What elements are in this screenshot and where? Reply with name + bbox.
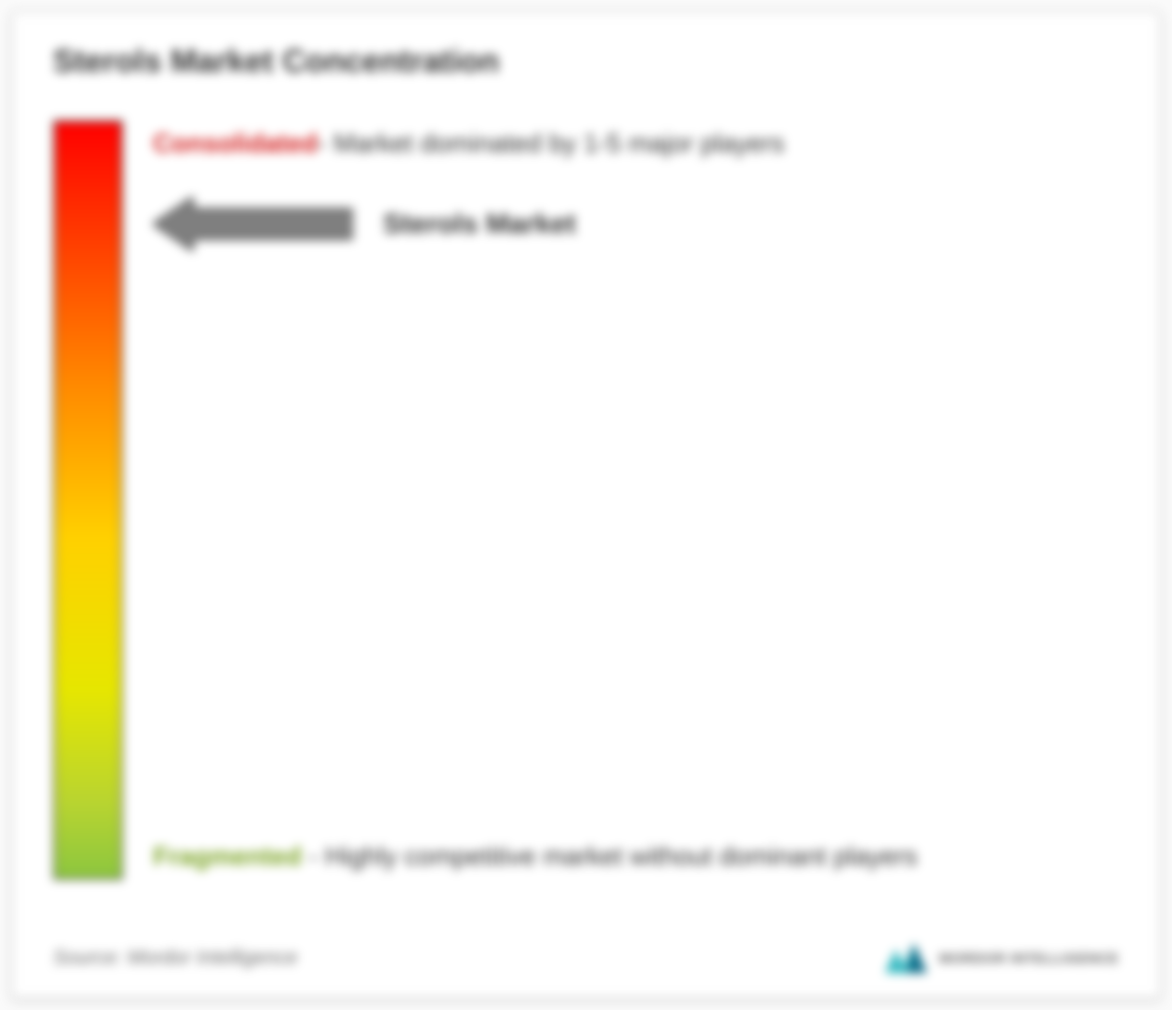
card-footer: Source: Mordor Intelligence Mordor Intel… — [53, 943, 1119, 973]
fragmented-description: Fragmented - Highly competitive market w… — [153, 833, 1079, 880]
fragmented-keyword: Fragmented — [153, 841, 302, 871]
consolidated-description: Consolidated- Market dominated by 1-5 ma… — [153, 120, 1079, 167]
infographic-card: Sterols Market Concentration Consolidate… — [12, 12, 1160, 998]
card-title: Sterols Market Concentration — [53, 43, 1119, 80]
logo-icon — [885, 943, 931, 973]
market-arrow-row: Sterols Market — [153, 197, 1079, 251]
fragmented-rest: - Highly competitive market without domi… — [302, 841, 918, 871]
logo-text: Mordor Intelligence — [939, 950, 1119, 966]
left-arrow-icon — [153, 197, 353, 251]
consolidated-rest: - Market dominated by 1-5 major players — [318, 128, 785, 158]
market-label: Sterols Market — [383, 208, 576, 240]
descriptions-column: Consolidated- Market dominated by 1-5 ma… — [153, 120, 1119, 880]
mordor-logo: Mordor Intelligence — [885, 943, 1119, 973]
source-text: Source: Mordor Intelligence — [53, 947, 298, 970]
concentration-gradient-bar — [53, 120, 123, 880]
consolidated-keyword: Consolidated — [153, 128, 318, 158]
body-row: Consolidated- Market dominated by 1-5 ma… — [53, 120, 1119, 880]
top-section: Consolidated- Market dominated by 1-5 ma… — [153, 120, 1079, 251]
